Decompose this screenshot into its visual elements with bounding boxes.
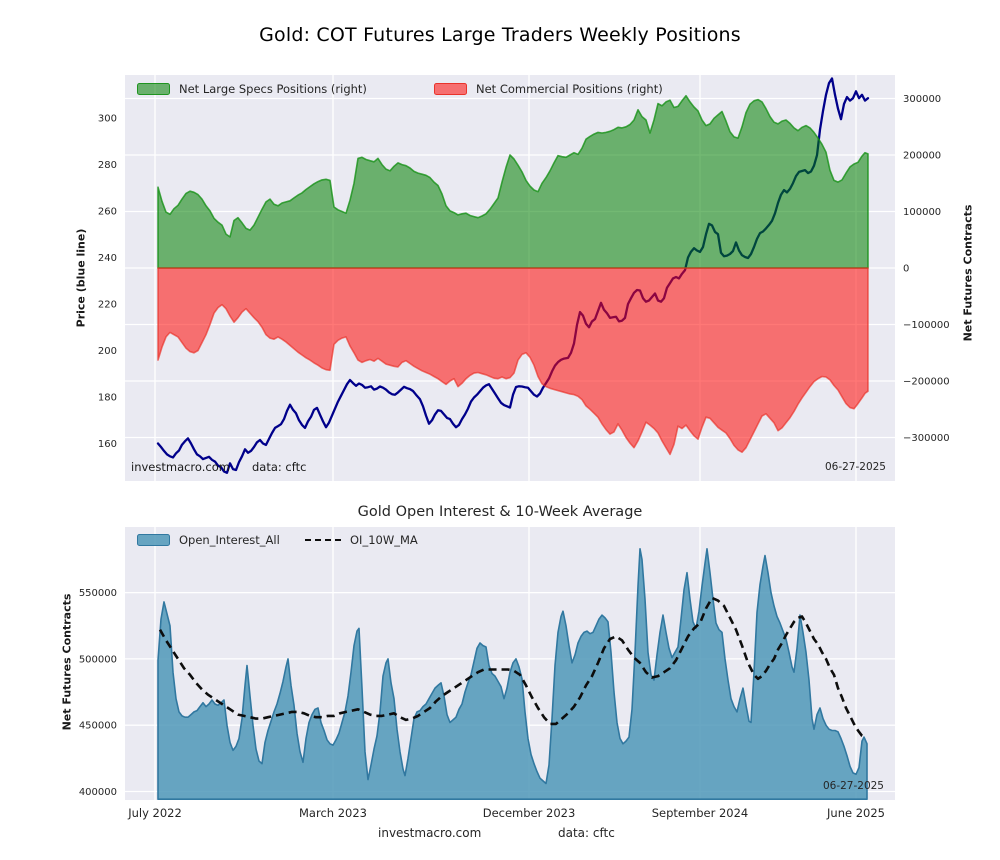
net-commercial-legend-label: Net Commercial Positions (right) (476, 82, 663, 96)
oi-tick-label: 400000 (79, 787, 117, 798)
net-commercial-area (157, 267, 869, 456)
open-interest-swatch-icon (137, 534, 170, 546)
contracts-axis-label-bottom: Net Futures Contracts (60, 593, 74, 731)
x-tick-label: September 2024 (652, 806, 749, 820)
contracts-tick-label: −100000 (903, 320, 950, 331)
footer-watermark: investmacro.com (378, 826, 482, 840)
x-tick-label: December 2023 (483, 806, 576, 820)
contracts-tick-label: 300000 (903, 94, 941, 105)
price-tick-label: 300 (98, 114, 117, 125)
oi-tick-label: 450000 (79, 721, 117, 732)
top-source: data: cftc (252, 460, 307, 474)
net-specs-area (157, 94, 869, 269)
oi-tick-label: 500000 (79, 654, 117, 665)
open-interest-area (157, 548, 868, 800)
dashed-line-swatch-icon (305, 539, 341, 541)
bottom-chart-title: Gold Open Interest & 10-Week Average (357, 504, 643, 520)
oi-ma-legend-label: OI_10W_MA (350, 533, 418, 547)
legend-item-oi-ma: OI_10W_MA (305, 533, 418, 547)
contracts-tick-label: 200000 (903, 151, 941, 162)
price-tick-label: 280 (98, 160, 117, 171)
contracts-tick-label: −200000 (903, 377, 950, 388)
bottom-date-label: 06-27-2025 (822, 780, 884, 792)
legend-item-net-specs: Net Large Specs Positions (right) (137, 82, 367, 96)
open-interest-legend-label: Open_Interest_All (179, 533, 280, 547)
x-tick-label: June 2025 (826, 806, 885, 820)
x-tick-label: July 2022 (127, 806, 182, 820)
top-watermark: investmacro.com (131, 460, 230, 474)
price-tick-label: 240 (98, 253, 117, 264)
footer-source: data: cftc (558, 826, 615, 840)
price-tick-label: 200 (98, 346, 117, 357)
price-tick-label: 160 (98, 439, 117, 450)
net-specs-swatch-icon (137, 83, 170, 95)
price-tick-label: 180 (98, 393, 117, 404)
top-date-label: 06-27-2025 (824, 461, 886, 473)
net-commercial-swatch-icon (434, 83, 467, 95)
contracts-tick-label: 100000 (903, 207, 941, 218)
legend-item-open-interest: Open_Interest_All (137, 533, 280, 547)
contracts-tick-label: 0 (903, 264, 909, 275)
oi-ma-line (158, 596, 867, 739)
contracts-tick-label: −300000 (903, 433, 950, 444)
page-title: Gold: COT Futures Large Traders Weekly P… (259, 24, 741, 46)
x-tick-label: March 2023 (299, 806, 367, 820)
price-axis-label: Price (blue line) (74, 228, 88, 328)
price-tick-label: 220 (98, 300, 117, 311)
legend-item-net-commercial: Net Commercial Positions (right) (434, 82, 663, 96)
oi-tick-label: 550000 (79, 588, 117, 599)
contracts-axis-label-right: Net Futures Contracts (961, 204, 975, 342)
net-specs-legend-label: Net Large Specs Positions (right) (179, 82, 367, 96)
price-tick-label: 260 (98, 207, 117, 218)
